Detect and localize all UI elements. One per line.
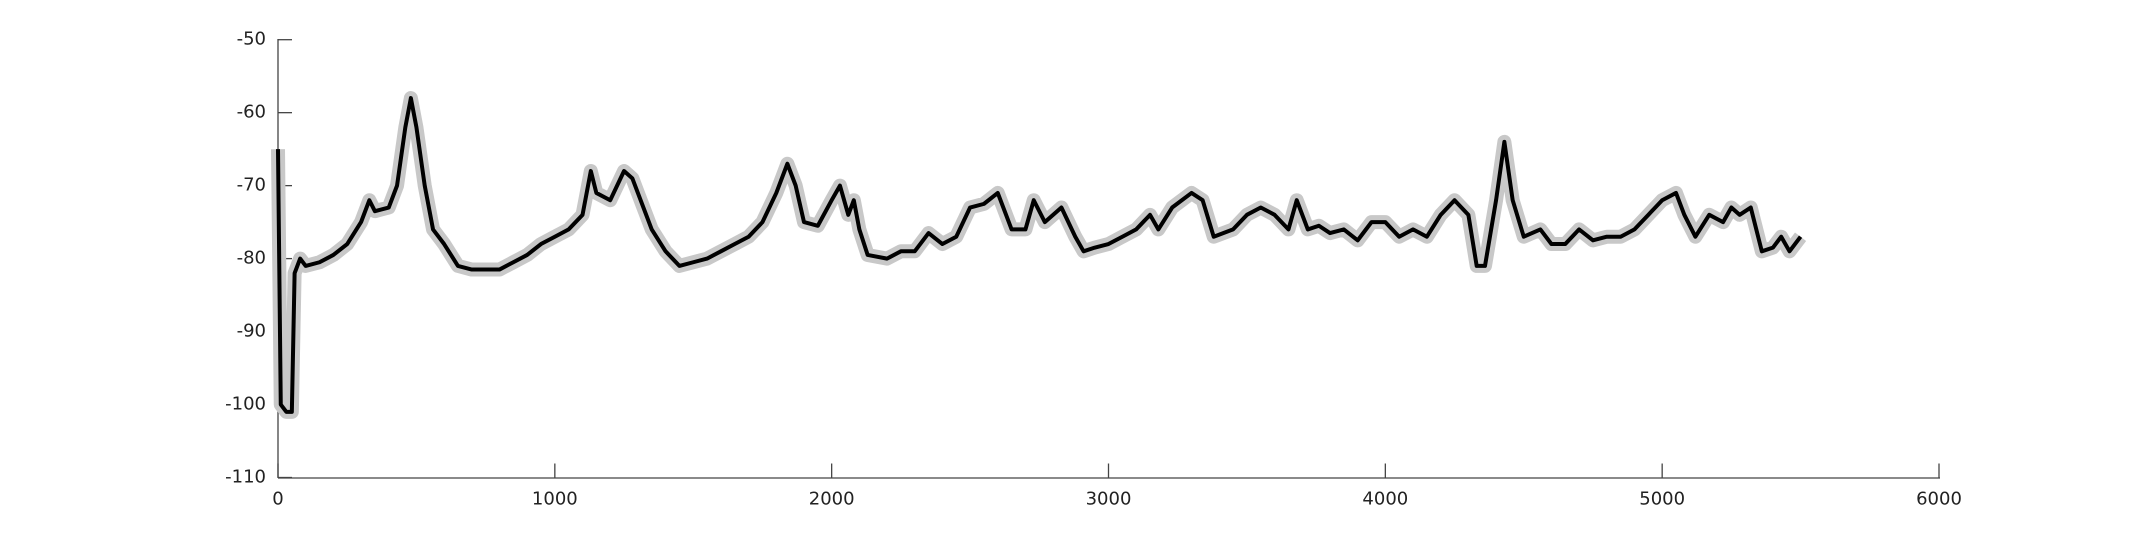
y-tick-label: -90 xyxy=(237,321,266,342)
y-tick-label: -50 xyxy=(237,29,266,50)
x-tick-label: 3000 xyxy=(1086,489,1132,510)
x-tick-label: 2000 xyxy=(809,489,855,510)
y-tick-label: -60 xyxy=(237,102,266,123)
noise-band xyxy=(271,91,1807,419)
x-tick-label: 0 xyxy=(272,489,283,510)
x-tick-label: 1000 xyxy=(532,489,578,510)
y-tick-label: -70 xyxy=(237,175,266,196)
line xyxy=(276,96,1803,414)
x-tick-label: 5000 xyxy=(1639,489,1685,510)
y-tick-label: -110 xyxy=(225,467,266,488)
x-tick-label: 4000 xyxy=(1362,489,1408,510)
x-tick-label: 6000 xyxy=(1916,489,1962,510)
y-tick-label: -100 xyxy=(225,394,266,415)
y-tick-label: -80 xyxy=(237,248,266,269)
